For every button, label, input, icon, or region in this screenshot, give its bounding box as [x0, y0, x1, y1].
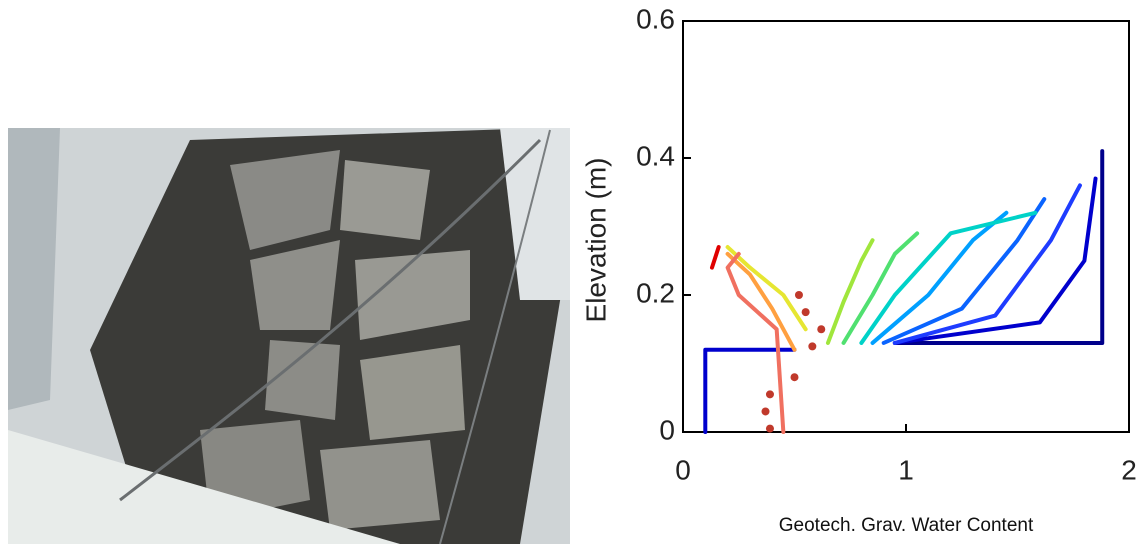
plot-frame — [683, 21, 1129, 432]
y-tick-label: 0.4 — [636, 140, 675, 171]
series-line — [728, 247, 806, 329]
y-tick-label: 0.2 — [636, 277, 675, 308]
y-tick-label: 0 — [659, 414, 675, 445]
x-axis-label: Geotech. Grav. Water Content — [779, 515, 1034, 536]
data-point — [817, 325, 825, 333]
data-point — [766, 425, 774, 433]
page: Elevation (m) Geotech. Grav. Water Conte… — [0, 0, 1139, 544]
series-line — [861, 213, 1035, 343]
series-line — [844, 233, 918, 343]
x-tick-label: 1 — [898, 454, 914, 485]
data-point — [762, 407, 770, 415]
y-axis-label: Elevation (m) — [580, 158, 611, 323]
y-tick-label: 0.6 — [636, 3, 675, 34]
x-tick-label: 2 — [1121, 454, 1137, 485]
series-line — [884, 199, 1045, 343]
data-point — [766, 390, 774, 398]
photo — [8, 128, 570, 544]
series-line — [828, 240, 873, 343]
data-point — [795, 291, 803, 299]
series-line — [712, 247, 719, 268]
data-point — [802, 308, 810, 316]
data-point — [808, 342, 816, 350]
series-line — [728, 254, 795, 350]
chart: Elevation (m) Geotech. Grav. Water Conte… — [580, 3, 1136, 536]
x-tick-label: 0 — [675, 454, 691, 485]
data-point — [791, 373, 799, 381]
